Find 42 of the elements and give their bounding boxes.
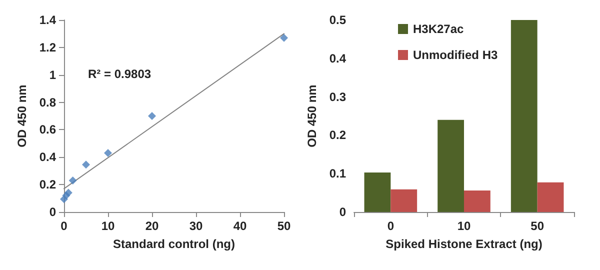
- x-axis-title: Spiked Histone Extract (ng): [386, 237, 542, 251]
- y-tick-label: 0: [339, 205, 346, 219]
- point: [82, 160, 90, 169]
- legend-label: H3K27ac: [413, 22, 464, 36]
- x-tick-label: 30: [189, 219, 203, 233]
- y-axis-title: OD 450 nm: [305, 84, 319, 148]
- x-tick-label: 40: [233, 219, 247, 233]
- legend-label: Unmodified H3: [413, 48, 498, 62]
- y-axis-title: OD 450 nm: [15, 84, 29, 148]
- bar: [364, 172, 391, 212]
- y-tick-label: 0.2: [329, 128, 346, 142]
- x-tick-label: 50: [530, 219, 544, 233]
- y-tick-label: 0.2: [39, 178, 56, 192]
- y-tick-label: 1.4: [39, 13, 56, 27]
- x-tick-label: 0: [60, 219, 68, 233]
- x-tick-label: 10: [457, 219, 471, 233]
- bar: [390, 189, 418, 212]
- y-tick-label: 1.2: [39, 40, 56, 54]
- x-tick-label: 50: [277, 219, 291, 233]
- bar: [464, 190, 490, 212]
- bar: [438, 120, 464, 212]
- point: [280, 34, 288, 42]
- x-tick-label: 0: [387, 219, 394, 233]
- y-tick-label: 0: [49, 205, 56, 219]
- point: [64, 188, 72, 197]
- y-tick-label: 0.5: [329, 13, 346, 27]
- point: [148, 112, 156, 120]
- y-tick-label: 0.4: [39, 150, 56, 164]
- y-tick-label: 0.8: [39, 95, 56, 110]
- point: [68, 176, 77, 184]
- point: [104, 149, 112, 158]
- y-tick-label: 0.3: [329, 90, 346, 104]
- y-tick-label: 0.1: [329, 166, 346, 181]
- x-tick-label: 20: [145, 219, 159, 233]
- x-tick-label: 10: [101, 219, 115, 233]
- annotation: R² = 0.9803: [88, 67, 152, 81]
- y-tick-label: 1: [49, 68, 56, 82]
- bar: [537, 182, 564, 212]
- x-axis-title: Standard control (ng): [113, 237, 235, 251]
- y-tick-label: 0.4: [329, 51, 346, 66]
- bar: [510, 20, 538, 212]
- y-tick-label: 0.6: [39, 122, 56, 137]
